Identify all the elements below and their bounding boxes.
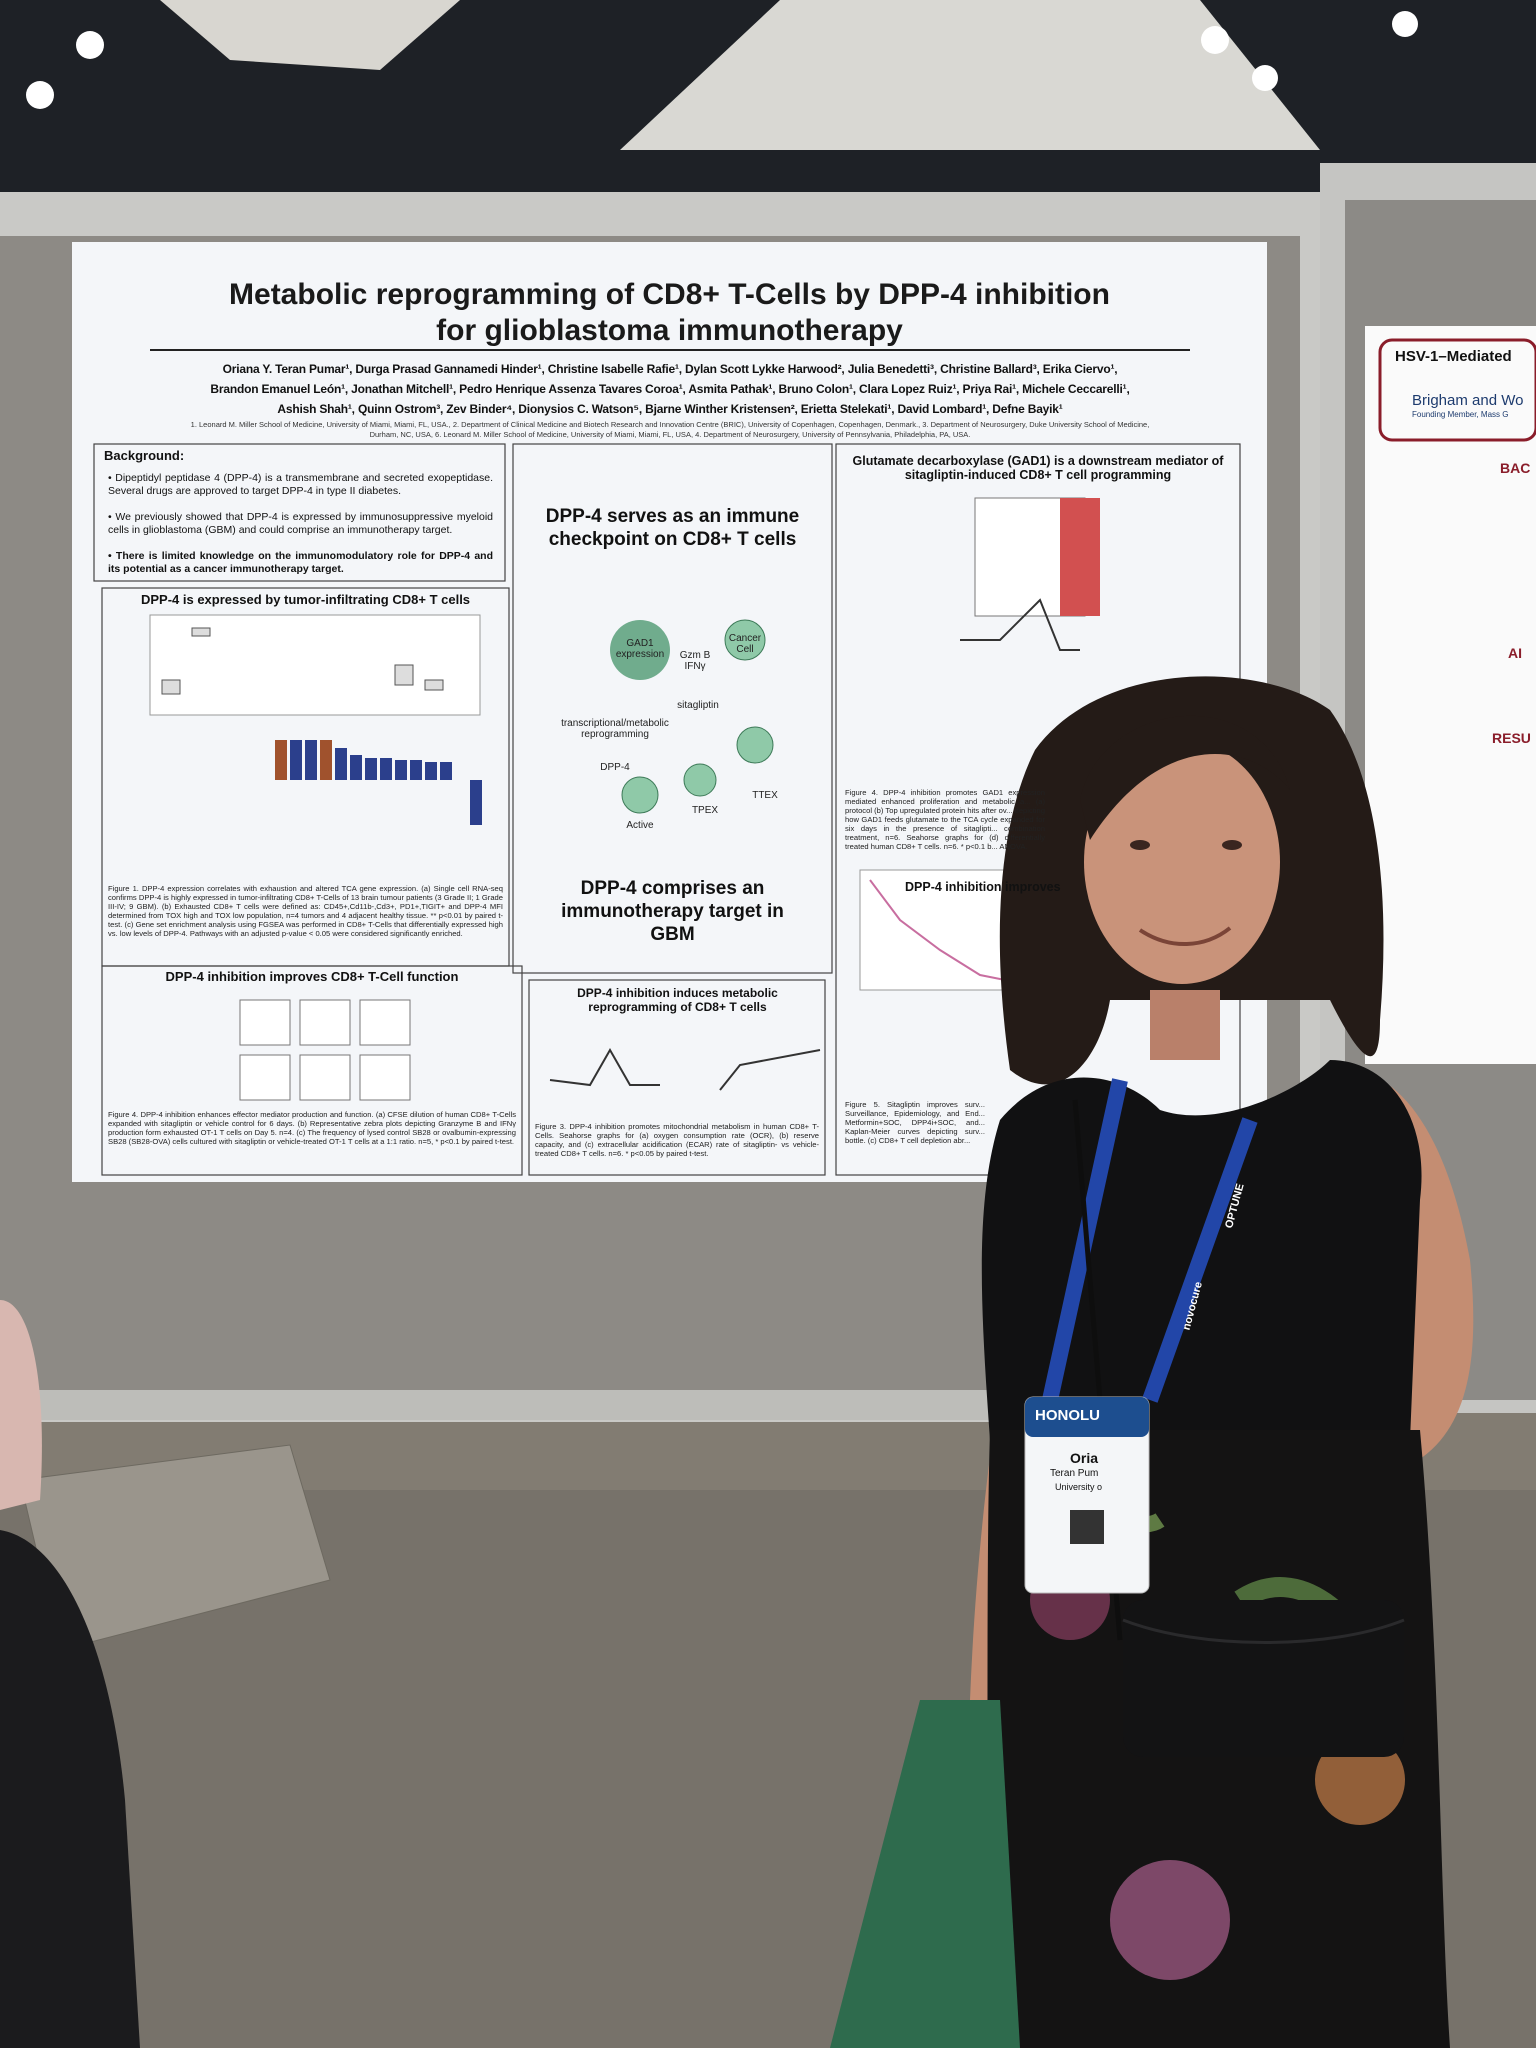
caption: Figure 4. DPP-4 inhibition enhances effe… bbox=[108, 1110, 516, 1146]
affiliations: 1. Leonard M. Miller School of Medicine,… bbox=[190, 420, 1150, 429]
neighbor-header-box bbox=[1378, 338, 1536, 442]
ceiling-panel bbox=[620, 0, 1320, 150]
section-heading: DPP-4 inhibition induces metabolic repro… bbox=[577, 986, 778, 1014]
neighbor-tagline: Founding Member, Mass G bbox=[1412, 410, 1509, 419]
neighbor-section: RESU bbox=[1492, 730, 1531, 746]
light bbox=[1201, 26, 1229, 54]
center-heading: DPP-4 serves as an immune checkpoint on … bbox=[545, 506, 800, 550]
center-heading: DPP-4 comprises an immunotherapy target … bbox=[561, 878, 784, 945]
diagram-label: TPEX bbox=[691, 805, 719, 816]
neighbor-title: HSV-1–Mediated bbox=[1395, 348, 1512, 365]
caption: Figure 1. DPP-4 expression correlates wi… bbox=[108, 884, 503, 938]
authors: Brandon Emanuel León¹, Jonathan Mitchell… bbox=[210, 382, 1130, 396]
diagram-label: Gzm B IFNγ bbox=[679, 650, 711, 672]
bullet: • We previously showed that DPP-4 is exp… bbox=[108, 511, 494, 536]
section-heading: DPP-4 inhibition improves CD8+ T-Cell fu… bbox=[165, 969, 459, 984]
affiliations: Durham, NC, USA, 6. Leonard M. Miller Sc… bbox=[369, 430, 971, 439]
neighbor-section: AI bbox=[1508, 645, 1522, 661]
poster-title: for glioblastoma immunotherapy bbox=[436, 314, 903, 347]
bystander bbox=[0, 1300, 42, 1510]
light bbox=[76, 31, 104, 59]
diagram-label: Cancer Cell bbox=[728, 633, 762, 655]
badge-affiliation: University o bbox=[1055, 1482, 1103, 1492]
poster-title: Metabolic reprogramming of CD8+ T-Cells … bbox=[229, 278, 1110, 311]
bullet-text: There is limited knowledge on the immuno… bbox=[108, 550, 494, 575]
bullet: • Dipeptidyl peptidase 4 (DPP-4) is a tr… bbox=[108, 472, 494, 497]
caption: Figure 5. Sitagliptin improves surv... S… bbox=[845, 1100, 985, 1145]
diagram-label: Active bbox=[626, 820, 654, 831]
diagram-label: sitagliptin bbox=[677, 700, 719, 711]
light bbox=[1392, 11, 1418, 37]
section-heading: DPP-4 is expressed by tumor-infiltrating… bbox=[140, 592, 471, 607]
section-heading: Glutamate decarboxylase (GAD1) is a down… bbox=[852, 454, 1224, 482]
light bbox=[26, 81, 54, 109]
backpack bbox=[0, 1530, 140, 2048]
bullet-text: We previously showed that DPP-4 is expre… bbox=[108, 511, 494, 536]
light bbox=[1252, 65, 1278, 91]
caption: Figure 4. DPP-4 inhibition promotes GAD1… bbox=[845, 788, 1045, 851]
neighbor-section: BAC bbox=[1500, 460, 1531, 476]
badge-event: HONOLU bbox=[1035, 1407, 1100, 1424]
bullet: • There is limited knowledge on the immu… bbox=[108, 550, 494, 575]
section-heading: DPP-4 inhibition improves bbox=[905, 880, 1061, 894]
caption: Figure 3. DPP-4 inhibition promotes mito… bbox=[535, 1122, 819, 1158]
badge-name: Oria bbox=[1070, 1450, 1099, 1466]
diagram-label: transcriptional/metabolic reprogramming bbox=[561, 718, 669, 740]
diagram-label: TTEX bbox=[752, 790, 778, 801]
ceiling-panel bbox=[160, 0, 460, 70]
person bbox=[830, 676, 1474, 2048]
badge-surname: Teran Pum bbox=[1050, 1468, 1099, 1479]
authors: Oriana Y. Teran Pumar¹, Durga Prasad Gan… bbox=[222, 362, 1118, 376]
bullet-text: Dipeptidyl peptidase 4 (DPP-4) is a tran… bbox=[108, 472, 494, 497]
section-heading: Background: bbox=[104, 448, 185, 463]
figure-art bbox=[149, 497, 1100, 1101]
authors: Ashish Shah¹, Quinn Ostrom³, Zev Binder⁴… bbox=[277, 402, 1063, 416]
neighbor-institution: Brigham and Wo bbox=[1412, 392, 1524, 409]
diagram-label: GAD1 expression bbox=[615, 638, 665, 660]
neighbor-poster bbox=[1365, 326, 1536, 1064]
diagram-label: DPP-4 bbox=[600, 762, 630, 773]
